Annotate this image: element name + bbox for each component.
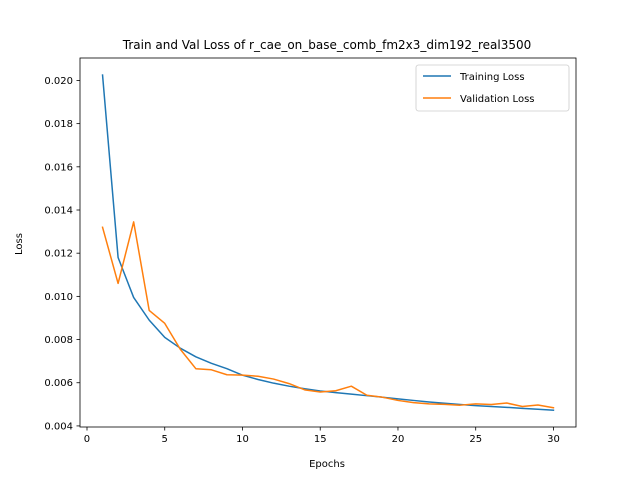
y-tick-label-8: 0.020 bbox=[44, 76, 73, 87]
x-tick-label-3: 15 bbox=[314, 434, 327, 445]
legend-label-training-loss: Training Loss bbox=[459, 72, 525, 83]
y-tick-label-6: 0.016 bbox=[44, 162, 73, 173]
legend-label-validation-loss: Validation Loss bbox=[460, 94, 535, 105]
x-tick-label-0: 0 bbox=[84, 434, 90, 445]
x-tick-label-2: 10 bbox=[236, 434, 249, 445]
series-line-validation-loss bbox=[101, 221, 555, 409]
x-tick-label-6: 30 bbox=[547, 434, 560, 445]
y-tick-label-3: 0.010 bbox=[44, 292, 73, 303]
y-axis-label: Loss bbox=[14, 233, 25, 255]
axes-frame bbox=[79, 57, 577, 428]
x-tick-label-1: 5 bbox=[162, 434, 168, 445]
y-tick-label-7: 0.018 bbox=[44, 119, 73, 130]
y-tick-label-4: 0.012 bbox=[44, 249, 73, 260]
plot-area: 0 5 10 15 20 25 30 0.004 0.006 0.008 0.010 0.012 0.0… bbox=[44, 57, 577, 445]
chart-title: Train and Val Loss of r_cae_on_base_comb… bbox=[122, 38, 531, 52]
y-tick-label-0: 0.004 bbox=[44, 421, 73, 432]
x-axis-label: Epochs bbox=[309, 459, 345, 470]
x-tick-label-4: 20 bbox=[392, 434, 405, 445]
y-tick-label-1: 0.006 bbox=[44, 378, 73, 389]
x-tick-label-5: 25 bbox=[469, 434, 482, 445]
y-tick-label-5: 0.014 bbox=[44, 206, 73, 217]
series-line-training-loss bbox=[101, 74, 555, 411]
legend-box bbox=[415, 64, 570, 112]
y-tick-label-2: 0.008 bbox=[44, 335, 73, 346]
